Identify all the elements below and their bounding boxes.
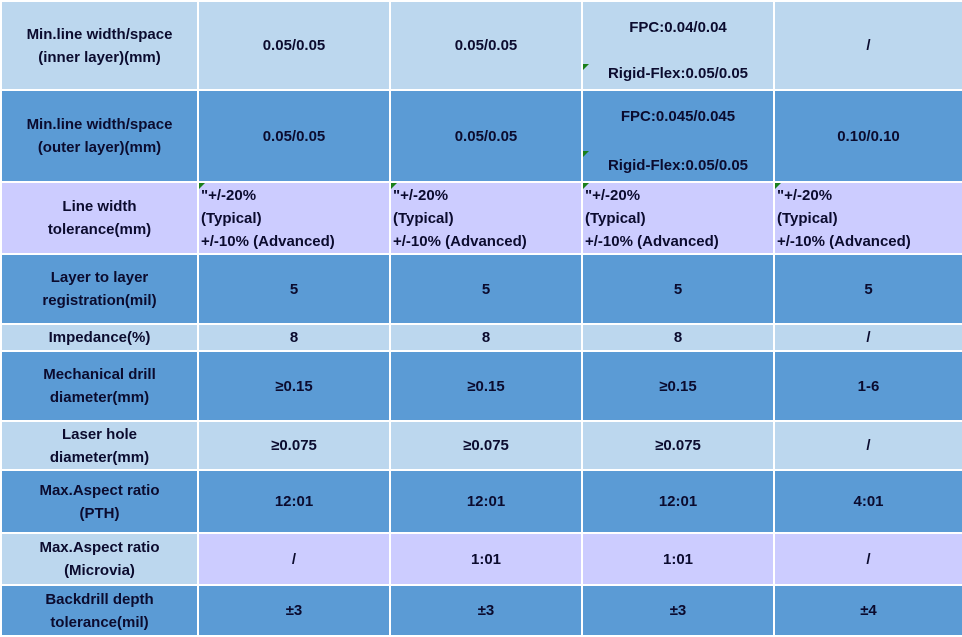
cell-tolerance-col1[interactable]: "+/-20% (Typical) +/-10% (Advanced) (197, 181, 391, 255)
cell-outer-col1[interactable]: 0.05/0.05 (197, 89, 391, 183)
cell-comment-marker (200, 184, 205, 189)
cell-microvia-col2[interactable]: 1:01 (389, 532, 583, 586)
cell-tolerance-col3[interactable]: "+/-20% (Typical) +/-10% (Advanced) (581, 181, 775, 255)
cell-inner-col4[interactable]: / (773, 0, 962, 91)
table-row: Mechanical drill diameter(mm) ≥0.15 ≥0.1… (0, 350, 962, 422)
cell-comment-marker (584, 64, 589, 70)
cell-tolerance-col2[interactable]: "+/-20% (Typical) +/-10% (Advanced) (389, 181, 583, 255)
row-label-backdrill-depth[interactable]: Backdrill depth tolerance(mil) (0, 584, 199, 637)
cell-comment-marker (584, 151, 589, 157)
cell-microvia-col3[interactable]: 1:01 (581, 532, 775, 586)
cell-laser-col4[interactable]: / (773, 420, 962, 471)
row-label-outer-line-width[interactable]: Min.line width/space (outer layer)(mm) (0, 89, 199, 183)
cell-comment-marker (584, 184, 589, 189)
cell-pth-col2[interactable]: 12:01 (389, 469, 583, 534)
row-label-aspect-ratio-pth[interactable]: Max.Aspect ratio (PTH) (0, 469, 199, 534)
cell-mech-drill-col3[interactable]: ≥0.15 (581, 350, 775, 422)
rigid-flex-value: Rigid-Flex:0.05/0.05 (607, 157, 749, 174)
table-row: Line width tolerance(mm) "+/-20% (Typica… (0, 181, 962, 255)
cell-inner-col2[interactable]: 0.05/0.05 (389, 0, 583, 91)
row-label-impedance[interactable]: Impedance(%) (0, 323, 199, 352)
cell-laser-col1[interactable]: ≥0.075 (197, 420, 391, 471)
cell-microvia-col4[interactable]: / (773, 532, 962, 586)
cell-backdrill-col3[interactable]: ±3 (581, 584, 775, 637)
table-row: Min.line width/space (inner layer)(mm) 0… (0, 0, 962, 91)
row-label-line-width-tolerance[interactable]: Line width tolerance(mm) (0, 181, 199, 255)
cell-impedance-col1[interactable]: 8 (197, 323, 391, 352)
cell-impedance-col2[interactable]: 8 (389, 323, 583, 352)
cell-comment-marker (776, 184, 781, 189)
cell-inner-col3[interactable]: FPC:0.04/0.04 Rigid-Flex:0.05/0.05 (581, 0, 775, 91)
cell-backdrill-col4[interactable]: ±4 (773, 584, 962, 637)
cell-microvia-col1[interactable]: / (197, 532, 391, 586)
cell-impedance-col4[interactable]: / (773, 323, 962, 352)
cell-registration-col2[interactable]: 5 (389, 253, 583, 325)
fpc-value: FPC:0.045/0.045 (620, 108, 736, 125)
table-row: Backdrill depth tolerance(mil) ±3 ±3 ±3 … (0, 584, 962, 637)
table-row: Max.Aspect ratio (Microvia) / 1:01 1:01 … (0, 532, 962, 586)
cell-outer-col4[interactable]: 0.10/0.10 (773, 89, 962, 183)
rigid-flex-value: Rigid-Flex:0.05/0.05 (607, 65, 749, 82)
cell-mech-drill-col1[interactable]: ≥0.15 (197, 350, 391, 422)
cell-registration-col1[interactable]: 5 (197, 253, 391, 325)
table-row: Laser hole diameter(mm) ≥0.075 ≥0.075 ≥0… (0, 420, 962, 471)
cell-registration-col4[interactable]: 5 (773, 253, 962, 325)
fpc-value: FPC:0.04/0.04 (629, 19, 727, 36)
table-row: Min.line width/space (outer layer)(mm) 0… (0, 89, 962, 183)
row-label-laser-hole[interactable]: Laser hole diameter(mm) (0, 420, 199, 471)
cell-inner-col1[interactable]: 0.05/0.05 (197, 0, 391, 91)
cell-outer-col3[interactable]: FPC:0.045/0.045 Rigid-Flex:0.05/0.05 (581, 89, 775, 183)
cell-comment-marker (392, 184, 397, 189)
table-row: Layer to layer registration(mil) 5 5 5 5 (0, 253, 962, 325)
cell-mech-drill-col2[interactable]: ≥0.15 (389, 350, 583, 422)
row-label-inner-line-width[interactable]: Min.line width/space (inner layer)(mm) (0, 0, 199, 91)
cell-impedance-col3[interactable]: 8 (581, 323, 775, 352)
row-label-aspect-ratio-microvia[interactable]: Max.Aspect ratio (Microvia) (0, 532, 199, 586)
cell-laser-col2[interactable]: ≥0.075 (389, 420, 583, 471)
table-row: Impedance(%) 8 8 8 / (0, 323, 962, 352)
cell-mech-drill-col4[interactable]: 1-6 (773, 350, 962, 422)
cell-outer-col2[interactable]: 0.05/0.05 (389, 89, 583, 183)
cell-laser-col3[interactable]: ≥0.075 (581, 420, 775, 471)
row-label-layer-registration[interactable]: Layer to layer registration(mil) (0, 253, 199, 325)
cell-backdrill-col2[interactable]: ±3 (389, 584, 583, 637)
cell-backdrill-col1[interactable]: ±3 (197, 584, 391, 637)
row-label-mechanical-drill[interactable]: Mechanical drill diameter(mm) (0, 350, 199, 422)
cell-pth-col4[interactable]: 4:01 (773, 469, 962, 534)
cell-registration-col3[interactable]: 5 (581, 253, 775, 325)
cell-pth-col1[interactable]: 12:01 (197, 469, 391, 534)
cell-pth-col3[interactable]: 12:01 (581, 469, 775, 534)
table-row: Max.Aspect ratio (PTH) 12:01 12:01 12:01… (0, 469, 962, 534)
cell-tolerance-col4[interactable]: "+/-20% (Typical) +/-10% (Advanced) (773, 181, 962, 255)
